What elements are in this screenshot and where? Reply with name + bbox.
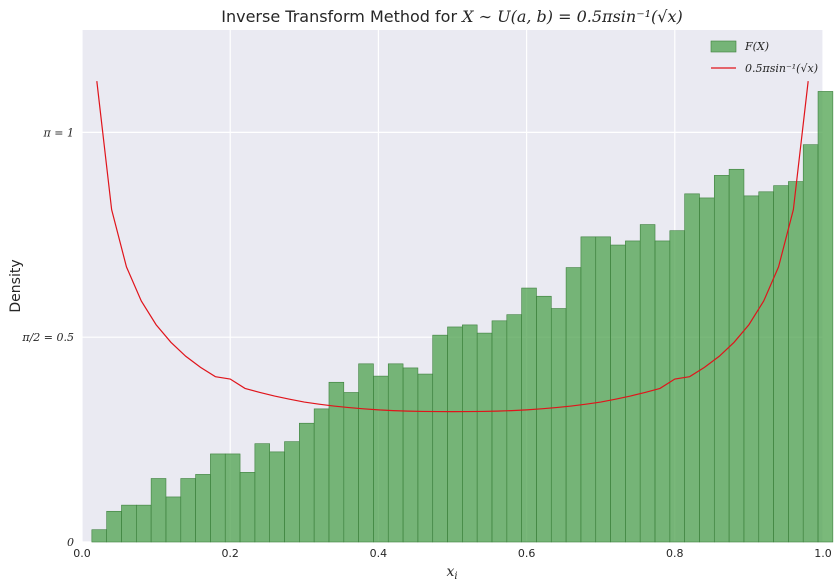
legend: F(X) 0.5πsin⁻¹(√x) xyxy=(710,40,818,75)
histogram-bar-28 xyxy=(506,314,522,543)
histogram-bar-23 xyxy=(432,334,448,543)
x-tick-label-5: 1.0 xyxy=(814,547,832,560)
histogram-bar-38 xyxy=(654,240,671,543)
histogram-bar-3 xyxy=(136,504,152,543)
histogram-bar-4 xyxy=(150,478,167,543)
histogram-bar-37 xyxy=(639,224,656,543)
x-axis-label-sub: i xyxy=(454,571,457,582)
x-tick-label-0: 0.0 xyxy=(73,547,91,560)
histogram-bar-13 xyxy=(284,441,300,543)
histogram-bar-0 xyxy=(91,529,107,543)
histogram-bar-5 xyxy=(165,496,182,543)
histogram-bar-33 xyxy=(580,236,597,543)
histogram-bar-14 xyxy=(299,422,315,543)
legend-label-curve: 0.5πsin⁻¹(√x) xyxy=(745,62,818,75)
histogram-bar-22 xyxy=(417,373,434,543)
histogram-bar-21 xyxy=(402,367,419,543)
histogram-bar-2 xyxy=(121,504,137,543)
chart-title-prefix: Inverse Transform Method for xyxy=(221,7,462,26)
histogram-bar-20 xyxy=(387,363,404,543)
histogram-bars xyxy=(91,91,834,543)
histogram-bar-15 xyxy=(313,408,330,543)
density-curve xyxy=(96,81,809,413)
histogram-bar-17 xyxy=(343,392,359,543)
histogram-bar-9 xyxy=(224,453,241,543)
x-tick-label-3: 0.6 xyxy=(518,547,536,560)
histogram-bar-35 xyxy=(610,244,626,543)
histogram-bar-29 xyxy=(521,287,537,543)
histogram-bar-12 xyxy=(269,451,285,543)
histogram-bar-19 xyxy=(373,375,389,543)
chart-title-math: X ∼ U(a, b) = 0.5πsin⁻¹(√x) xyxy=(460,7,683,26)
y-axis-label: Density xyxy=(8,259,24,312)
y-tick-label-0: 0 xyxy=(67,536,74,549)
histogram-bar-8 xyxy=(210,453,226,543)
histogram-bar-26 xyxy=(476,332,493,543)
x-tick-label-1: 0.2 xyxy=(221,547,239,560)
histogram-bar-43 xyxy=(728,168,745,543)
histogram-bar-11 xyxy=(254,443,270,543)
y-tick-label-1: π/2 = 0.5 xyxy=(21,331,74,344)
histogram-bar-40 xyxy=(684,193,700,543)
legend-label-histogram: F(X) xyxy=(744,40,769,53)
histogram-bar-41 xyxy=(699,197,715,543)
histogram-bar-44 xyxy=(743,195,760,543)
histogram-bar-36 xyxy=(625,240,641,543)
y-tick-labels: 0 π/2 = 0.5 π = 1 xyxy=(21,126,74,549)
histogram-bar-30 xyxy=(536,295,552,543)
x-tick-label-4: 0.8 xyxy=(666,547,684,560)
histogram-bar-31 xyxy=(550,308,567,543)
histogram-bar-45 xyxy=(758,191,774,543)
x-axis-label: xi xyxy=(446,564,457,582)
chart-title: Inverse Transform Method for X ∼ U(a, b)… xyxy=(221,7,683,26)
histogram-bar-34 xyxy=(595,236,611,543)
y-tick-label-2: π = 1 xyxy=(43,126,74,139)
x-tick-label-2: 0.4 xyxy=(370,547,388,560)
histogram-bar-49 xyxy=(817,91,834,543)
histogram-bar-7 xyxy=(195,474,211,543)
histogram-bar-10 xyxy=(239,472,256,543)
legend-patch-histogram xyxy=(710,40,737,53)
histogram-bar-27 xyxy=(491,320,508,543)
x-axis-label-main: x xyxy=(446,564,454,580)
histogram-bar-39 xyxy=(669,230,685,543)
histogram-bar-1 xyxy=(106,510,122,543)
x-tick-labels: 0.0 0.2 0.4 0.6 0.8 1.0 xyxy=(73,547,832,560)
histogram-bar-47 xyxy=(788,181,804,543)
histogram-bar-18 xyxy=(358,363,374,543)
histogram-bar-6 xyxy=(180,478,196,543)
histogram-bar-25 xyxy=(462,324,478,543)
histogram-bar-48 xyxy=(802,144,819,543)
histogram-bar-24 xyxy=(447,326,463,543)
